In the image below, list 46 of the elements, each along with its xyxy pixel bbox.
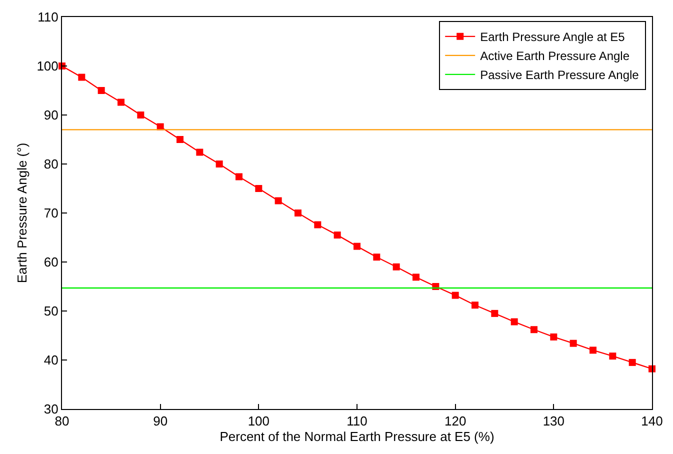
point [196,148,204,156]
point [609,352,616,360]
point [216,160,223,168]
x-axis-title: Percent of the Normal Earth Pressure at E5 (%) [220,429,494,444]
x-tick-label: 140 [641,414,663,429]
point [78,74,86,81]
y-tick-label: 50 [44,304,58,319]
point [98,87,105,94]
y-tick-label: 60 [44,254,58,270]
x-tick-label: 90 [153,414,168,429]
y-tick-label: 100 [36,58,58,74]
point [590,346,596,354]
point [510,318,518,326]
x-tick-label: 100 [248,414,270,429]
point [628,358,636,366]
point [452,292,459,299]
y-tick-label: 110 [38,10,58,25]
point [255,185,262,192]
point [176,136,184,143]
point [530,326,538,334]
point [354,242,360,250]
point [412,274,420,281]
x-tick-label: 130 [542,414,565,429]
point [392,263,400,270]
point [373,254,380,261]
point [570,340,577,347]
legend-label: Active Earth Pressure Angle [480,49,630,64]
point [236,173,242,180]
point [491,310,498,317]
y-tick-label: 40 [44,352,58,368]
point [334,232,341,239]
y-axis-title: Earth Pressure Angle (°) [14,142,30,284]
x-tick-label: 120 [444,414,466,429]
point [274,197,282,204]
point [137,112,144,118]
legend-label: Passive Earth Pressure Angle [480,68,640,82]
point [294,210,302,216]
legend-label: Earth Pressure Angle at E5 [480,30,626,44]
point [118,98,124,106]
point [314,221,322,228]
point [550,333,558,340]
point [472,302,478,309]
y-tick-label: 90 [44,108,58,123]
x-tick-label: 110 [346,414,368,429]
y-tick-label: 80 [44,156,58,172]
y-tick-label: 70 [44,206,58,221]
